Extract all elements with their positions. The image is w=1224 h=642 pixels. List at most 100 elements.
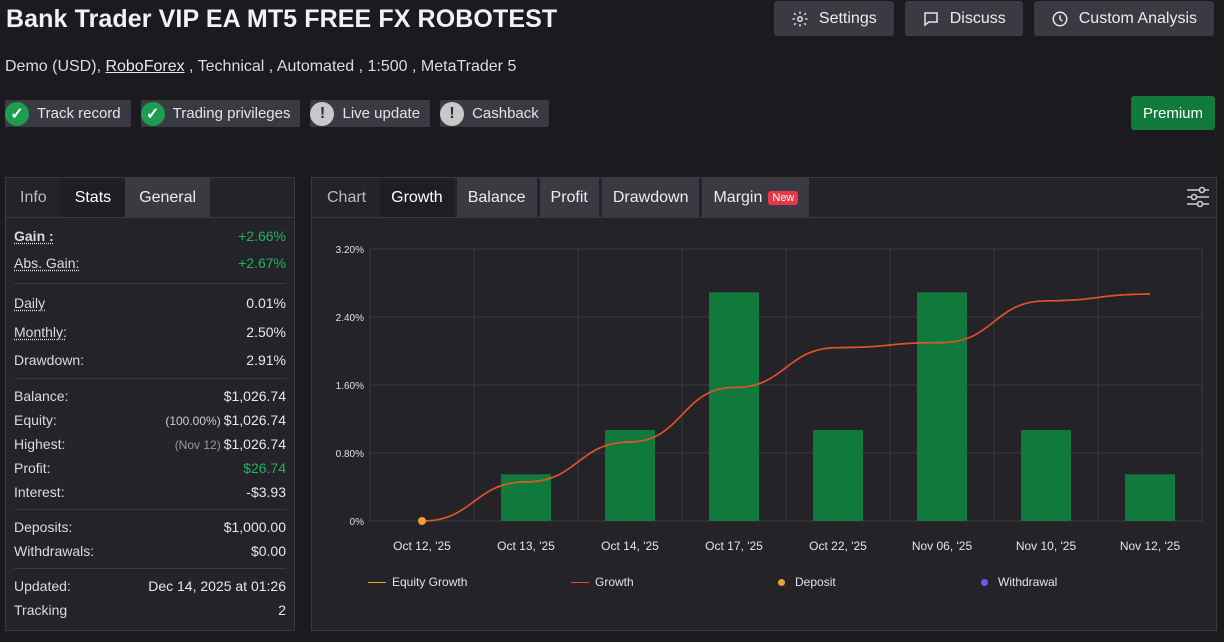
growth-bar (1021, 430, 1071, 521)
stat-abs-gain: Abs. Gain: +2.67% (14, 248, 286, 278)
stat-value: $1,026.74 (223, 388, 286, 404)
stat-balance: Balance: $1,026.74 (14, 384, 286, 408)
stat-value: 2.91% (246, 352, 286, 368)
legend-deposit[interactable]: Deposit (774, 575, 977, 589)
settings-button[interactable]: Settings (773, 1, 894, 36)
premium-button[interactable]: Premium (1131, 96, 1215, 130)
exclamation-icon: ! (440, 101, 465, 126)
stat-label: Equity: (14, 412, 57, 428)
account-subtitle: Demo (USD), RoboForex , Technical , Auto… (5, 58, 516, 76)
stat-note: (Nov 12) (174, 438, 221, 452)
header-actions: Settings Discuss Custom Analysis (773, 1, 1214, 36)
x-tick-label: Oct 17, '25 (705, 539, 763, 553)
discuss-button[interactable]: Discuss (904, 1, 1023, 36)
stat-value: +2.66% (238, 228, 286, 244)
gear-icon (791, 10, 809, 28)
y-tick-label: 0% (350, 517, 365, 528)
badge-track-record[interactable]: ✓ Track record (5, 100, 131, 127)
chart-legend: Equity Growth Growth Deposit Withdrawal (368, 575, 1180, 589)
x-tick-label: Nov 06, '25 (912, 539, 973, 553)
y-tick-label: 3.20% (336, 245, 364, 256)
divider (14, 568, 286, 569)
stat-interest: Interest: -$3.93 (14, 480, 286, 504)
legend-label: Growth (595, 575, 634, 589)
tab-stats[interactable]: Stats (60, 178, 126, 217)
x-tick-label: Oct 12, '25 (393, 539, 451, 553)
clock-icon (1051, 10, 1069, 28)
stat-value: Dec 14, 2025 at 01:26 (148, 578, 286, 594)
growth-bar (605, 430, 655, 521)
tab-margin[interactable]: Margin New (702, 178, 810, 217)
stat-label[interactable]: Monthly: (14, 324, 67, 340)
stat-value: $26.74 (243, 460, 286, 476)
deposit-point (418, 517, 426, 525)
stat-highest: Highest: (Nov 12) $1,026.74 (14, 432, 286, 456)
stat-updated: Updated: Dec 14, 2025 at 01:26 (14, 574, 286, 598)
divider (14, 509, 286, 510)
legend-label: Equity Growth (392, 575, 468, 589)
tab-chart[interactable]: Chart (327, 188, 367, 206)
tab-general[interactable]: General (125, 178, 211, 217)
legend-label: Withdrawal (998, 575, 1058, 589)
stat-value: 2.50% (246, 324, 286, 340)
growth-bar (917, 292, 967, 521)
stat-label: Profit: (14, 460, 51, 476)
legend-label: Deposit (795, 575, 836, 589)
growth-bar (1125, 474, 1175, 521)
tab-profit[interactable]: Profit (539, 178, 599, 217)
tab-margin-label: Margin (713, 188, 763, 206)
stat-equity: Equity: (100.00%) $1,026.74 (14, 408, 286, 432)
stat-profit: Profit: $26.74 (14, 456, 286, 480)
subtitle-suffix: , Technical , Automated , 1:500 , MetaTr… (184, 58, 517, 75)
stat-value: +2.67% (238, 255, 286, 271)
custom-analysis-button[interactable]: Custom Analysis (1033, 1, 1214, 36)
stats-tabs: Info Stats General (6, 178, 294, 218)
tab-balance[interactable]: Balance (456, 178, 537, 217)
stat-value: $0.00 (250, 543, 286, 559)
stat-label: Drawdown: (14, 352, 85, 368)
stat-monthly: Monthly: 2.50% (14, 317, 286, 347)
stat-tracking: Tracking 2 (14, 598, 286, 622)
stat-label[interactable]: Gain : (14, 228, 54, 244)
tab-growth[interactable]: Growth (380, 178, 454, 217)
tab-info[interactable]: Info (20, 188, 47, 206)
legend-growth[interactable]: Growth (571, 575, 774, 589)
stat-value: -$3.93 (246, 484, 286, 500)
legend-equity-growth[interactable]: Equity Growth (368, 575, 571, 589)
stat-value: 2 (278, 602, 286, 618)
stat-deposits: Deposits: $1,000.00 (14, 515, 286, 539)
chat-icon (922, 10, 940, 28)
badge-cashback[interactable]: ! Cashback (440, 100, 549, 127)
x-tick-label: Oct 14, '25 (601, 539, 659, 553)
stat-value: $1,026.74 (223, 412, 286, 428)
page-title: Bank Trader VIP EA MT5 FREE FX ROBOTEST (6, 5, 558, 33)
exclamation-icon: ! (310, 101, 335, 126)
legend-dot (981, 578, 988, 586)
stat-note: (100.00%) (165, 414, 221, 428)
stat-label: Updated: (14, 578, 71, 594)
chart-tabs: Chart Growth Balance Profit Drawdown Mar… (312, 178, 1216, 218)
x-tick-label: Oct 13, '25 (497, 539, 555, 553)
legend-withdrawal[interactable]: Withdrawal (977, 575, 1180, 589)
chart-panel: Chart Growth Balance Profit Drawdown Mar… (311, 177, 1217, 631)
stat-label[interactable]: Abs. Gain: (14, 255, 80, 271)
stat-value: $1,026.74 (223, 436, 286, 452)
badge-live-update[interactable]: ! Live update (310, 100, 431, 127)
custom-analysis-label: Custom Analysis (1078, 9, 1197, 27)
tab-drawdown[interactable]: Drawdown (601, 178, 700, 217)
stat-label: Balance: (14, 388, 69, 404)
legend-dot (778, 578, 785, 586)
broker-link[interactable]: RoboForex (105, 58, 185, 75)
stat-value: $1,000.00 (223, 519, 286, 535)
growth-bar (813, 430, 863, 521)
y-tick-label: 2.40% (336, 313, 364, 324)
badge-label: Track record (37, 105, 121, 122)
chart-settings-icon[interactable] (1185, 184, 1211, 210)
badge-trading-privileges[interactable]: ✓ Trading privileges (140, 100, 301, 127)
status-badges: ✓ Track record ✓ Trading privileges ! Li… (5, 100, 549, 127)
growth-chart: 0% 0.80% 1.60% 2.40% 3.20% Oct 12, '25 Oct 13,… (336, 245, 1203, 553)
stat-label: Withdrawals: (14, 543, 95, 559)
stat-label[interactable]: Daily (14, 295, 46, 311)
check-icon: ✓ (5, 101, 29, 126)
stat-value: 0.01% (246, 295, 286, 311)
